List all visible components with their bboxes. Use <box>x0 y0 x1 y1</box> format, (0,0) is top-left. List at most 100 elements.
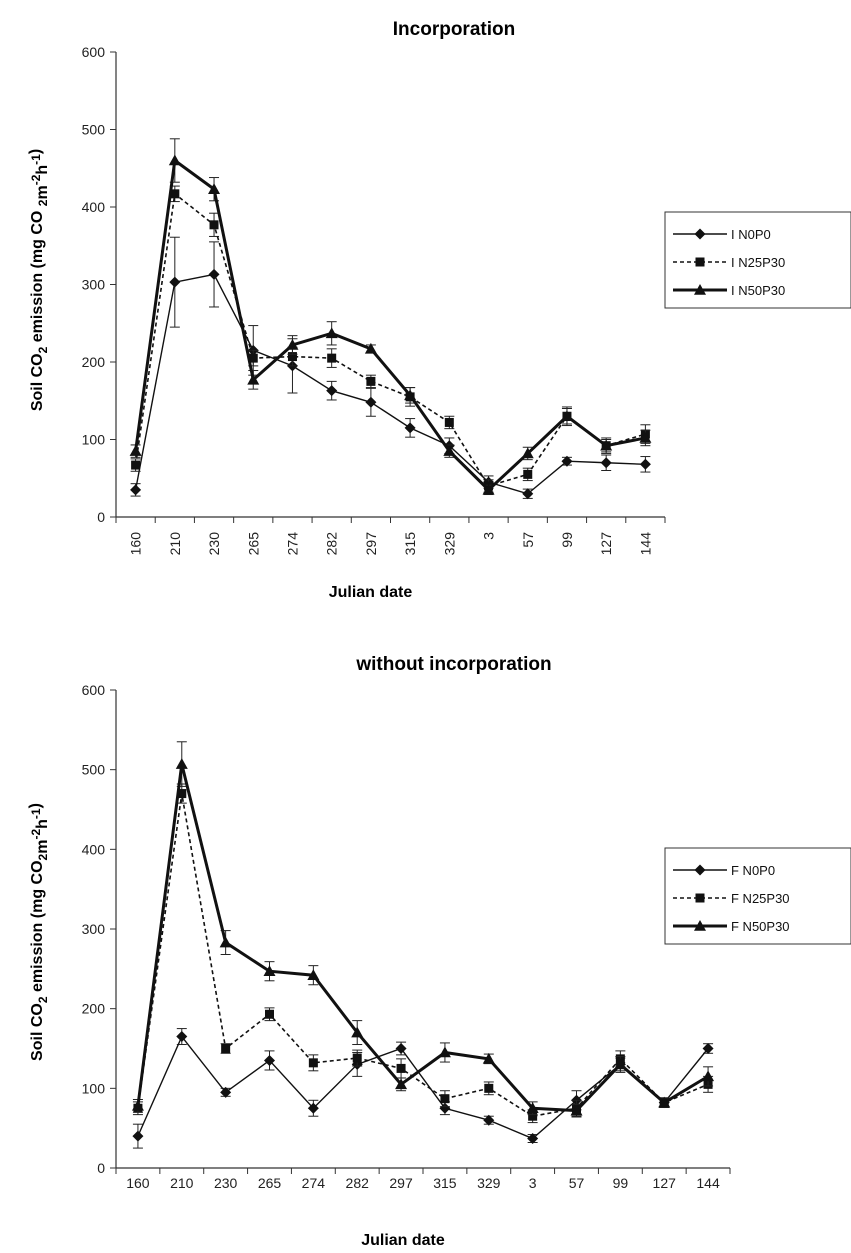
legend-marker <box>694 864 706 876</box>
y-tick-label: 100 <box>82 432 106 448</box>
data-point <box>208 183 221 194</box>
data-point <box>639 458 651 470</box>
data-point <box>265 1009 274 1019</box>
data-point <box>440 1094 450 1104</box>
series-1 <box>132 783 714 1124</box>
data-point <box>482 483 495 495</box>
data-point <box>527 1133 539 1145</box>
legend-label: F N50P30 <box>731 919 790 934</box>
data-point <box>264 1054 275 1066</box>
data-point <box>177 789 187 799</box>
data-point <box>352 1053 362 1063</box>
data-point <box>325 327 338 339</box>
y-tick-label: 400 <box>82 199 106 215</box>
data-point <box>263 965 276 977</box>
data-point <box>307 969 320 981</box>
x-tick-label: 297 <box>389 1175 413 1191</box>
chart-incorporation: Incorporation 0 100 200 300 400 500 600 160 210 23… <box>27 19 851 601</box>
legend-label: F N25P30 <box>731 891 790 906</box>
data-point <box>526 1102 539 1114</box>
data-point <box>131 460 141 470</box>
chart-title: without incorporation <box>355 654 551 675</box>
x-tick-label: 99 <box>559 532 575 548</box>
data-point <box>168 154 181 166</box>
data-point <box>176 1031 188 1043</box>
data-point <box>175 758 188 769</box>
data-point <box>570 1104 583 1116</box>
data-point <box>521 447 534 459</box>
x-tick-label: 265 <box>245 532 261 556</box>
x-tick-label: 57 <box>569 1175 585 1191</box>
data-point <box>404 389 417 401</box>
series-line <box>136 763 709 1113</box>
x-tick-label: 160 <box>128 532 144 556</box>
y-tick-label: 200 <box>82 1001 106 1017</box>
series-1 <box>130 185 651 493</box>
data-point <box>220 1086 232 1098</box>
series-0 <box>132 1028 714 1149</box>
x-tick-label: 144 <box>637 532 653 556</box>
data-point <box>130 484 142 496</box>
data-point <box>170 189 180 199</box>
data-point <box>443 445 456 456</box>
x-tick-label: 3 <box>529 1175 537 1191</box>
data-point <box>404 422 416 434</box>
legend-marker <box>694 920 706 931</box>
data-point <box>208 268 220 280</box>
x-tick-label: 230 <box>214 1175 238 1191</box>
y-tick-label: 500 <box>82 122 106 138</box>
data-point <box>702 1070 715 1082</box>
data-point <box>482 1052 495 1064</box>
data-point <box>523 469 533 479</box>
data-point <box>247 373 260 385</box>
legend: F N0P0 F N25P30 F N50P30 <box>664 847 851 945</box>
data-point <box>327 353 337 363</box>
y-axis-label: Soil CO2 emission (mg CO2m-2h-1) <box>27 803 51 1061</box>
series-2 <box>131 741 715 1118</box>
legend-marker <box>695 257 705 267</box>
data-point <box>364 342 377 354</box>
data-point <box>484 1083 494 1093</box>
x-tick-label: 315 <box>433 1175 457 1191</box>
data-point <box>131 1099 144 1111</box>
data-point <box>438 1046 451 1058</box>
y-tick-label: 500 <box>82 762 106 778</box>
x-tick-label: 282 <box>324 532 340 556</box>
data-point <box>351 1026 364 1038</box>
data-point <box>528 1111 538 1121</box>
x-tick-label: 99 <box>613 1175 629 1191</box>
data-point <box>286 338 299 350</box>
y-tick-label: 100 <box>82 1080 106 1096</box>
data-point <box>307 1102 319 1114</box>
data-point <box>439 1102 451 1114</box>
x-tick-label: 297 <box>363 532 379 556</box>
x-tick-label: 274 <box>284 532 300 556</box>
legend-label: I N25P30 <box>731 255 785 270</box>
data-point <box>600 439 613 451</box>
data-point <box>209 220 219 230</box>
x-tick-label: 329 <box>441 532 457 556</box>
x-tick-label: 144 <box>696 1175 720 1191</box>
data-point <box>702 1043 714 1054</box>
y-tick-label: 200 <box>82 354 106 370</box>
data-point <box>308 1058 318 1068</box>
data-point <box>614 1058 627 1070</box>
data-point <box>444 417 454 427</box>
data-point <box>132 1130 144 1142</box>
x-tick-label: 3 <box>481 532 497 540</box>
x-tick-label: 265 <box>258 1175 282 1191</box>
x-tick-label: 230 <box>206 532 222 556</box>
data-point <box>287 352 297 362</box>
y-tick-label: 300 <box>82 921 106 937</box>
legend-label: F N0P0 <box>731 863 775 878</box>
series-line <box>134 157 646 492</box>
x-tick-label: 274 <box>302 1175 326 1191</box>
y-tick-label: 400 <box>82 841 106 857</box>
y-tick-label: 0 <box>97 1160 105 1176</box>
series-line <box>134 192 646 487</box>
legend-marker <box>695 893 705 903</box>
x-tick-label: 160 <box>126 1175 150 1191</box>
y-tick-label: 0 <box>97 509 105 525</box>
data-point <box>366 376 376 386</box>
x-tick-label: 57 <box>520 532 536 548</box>
